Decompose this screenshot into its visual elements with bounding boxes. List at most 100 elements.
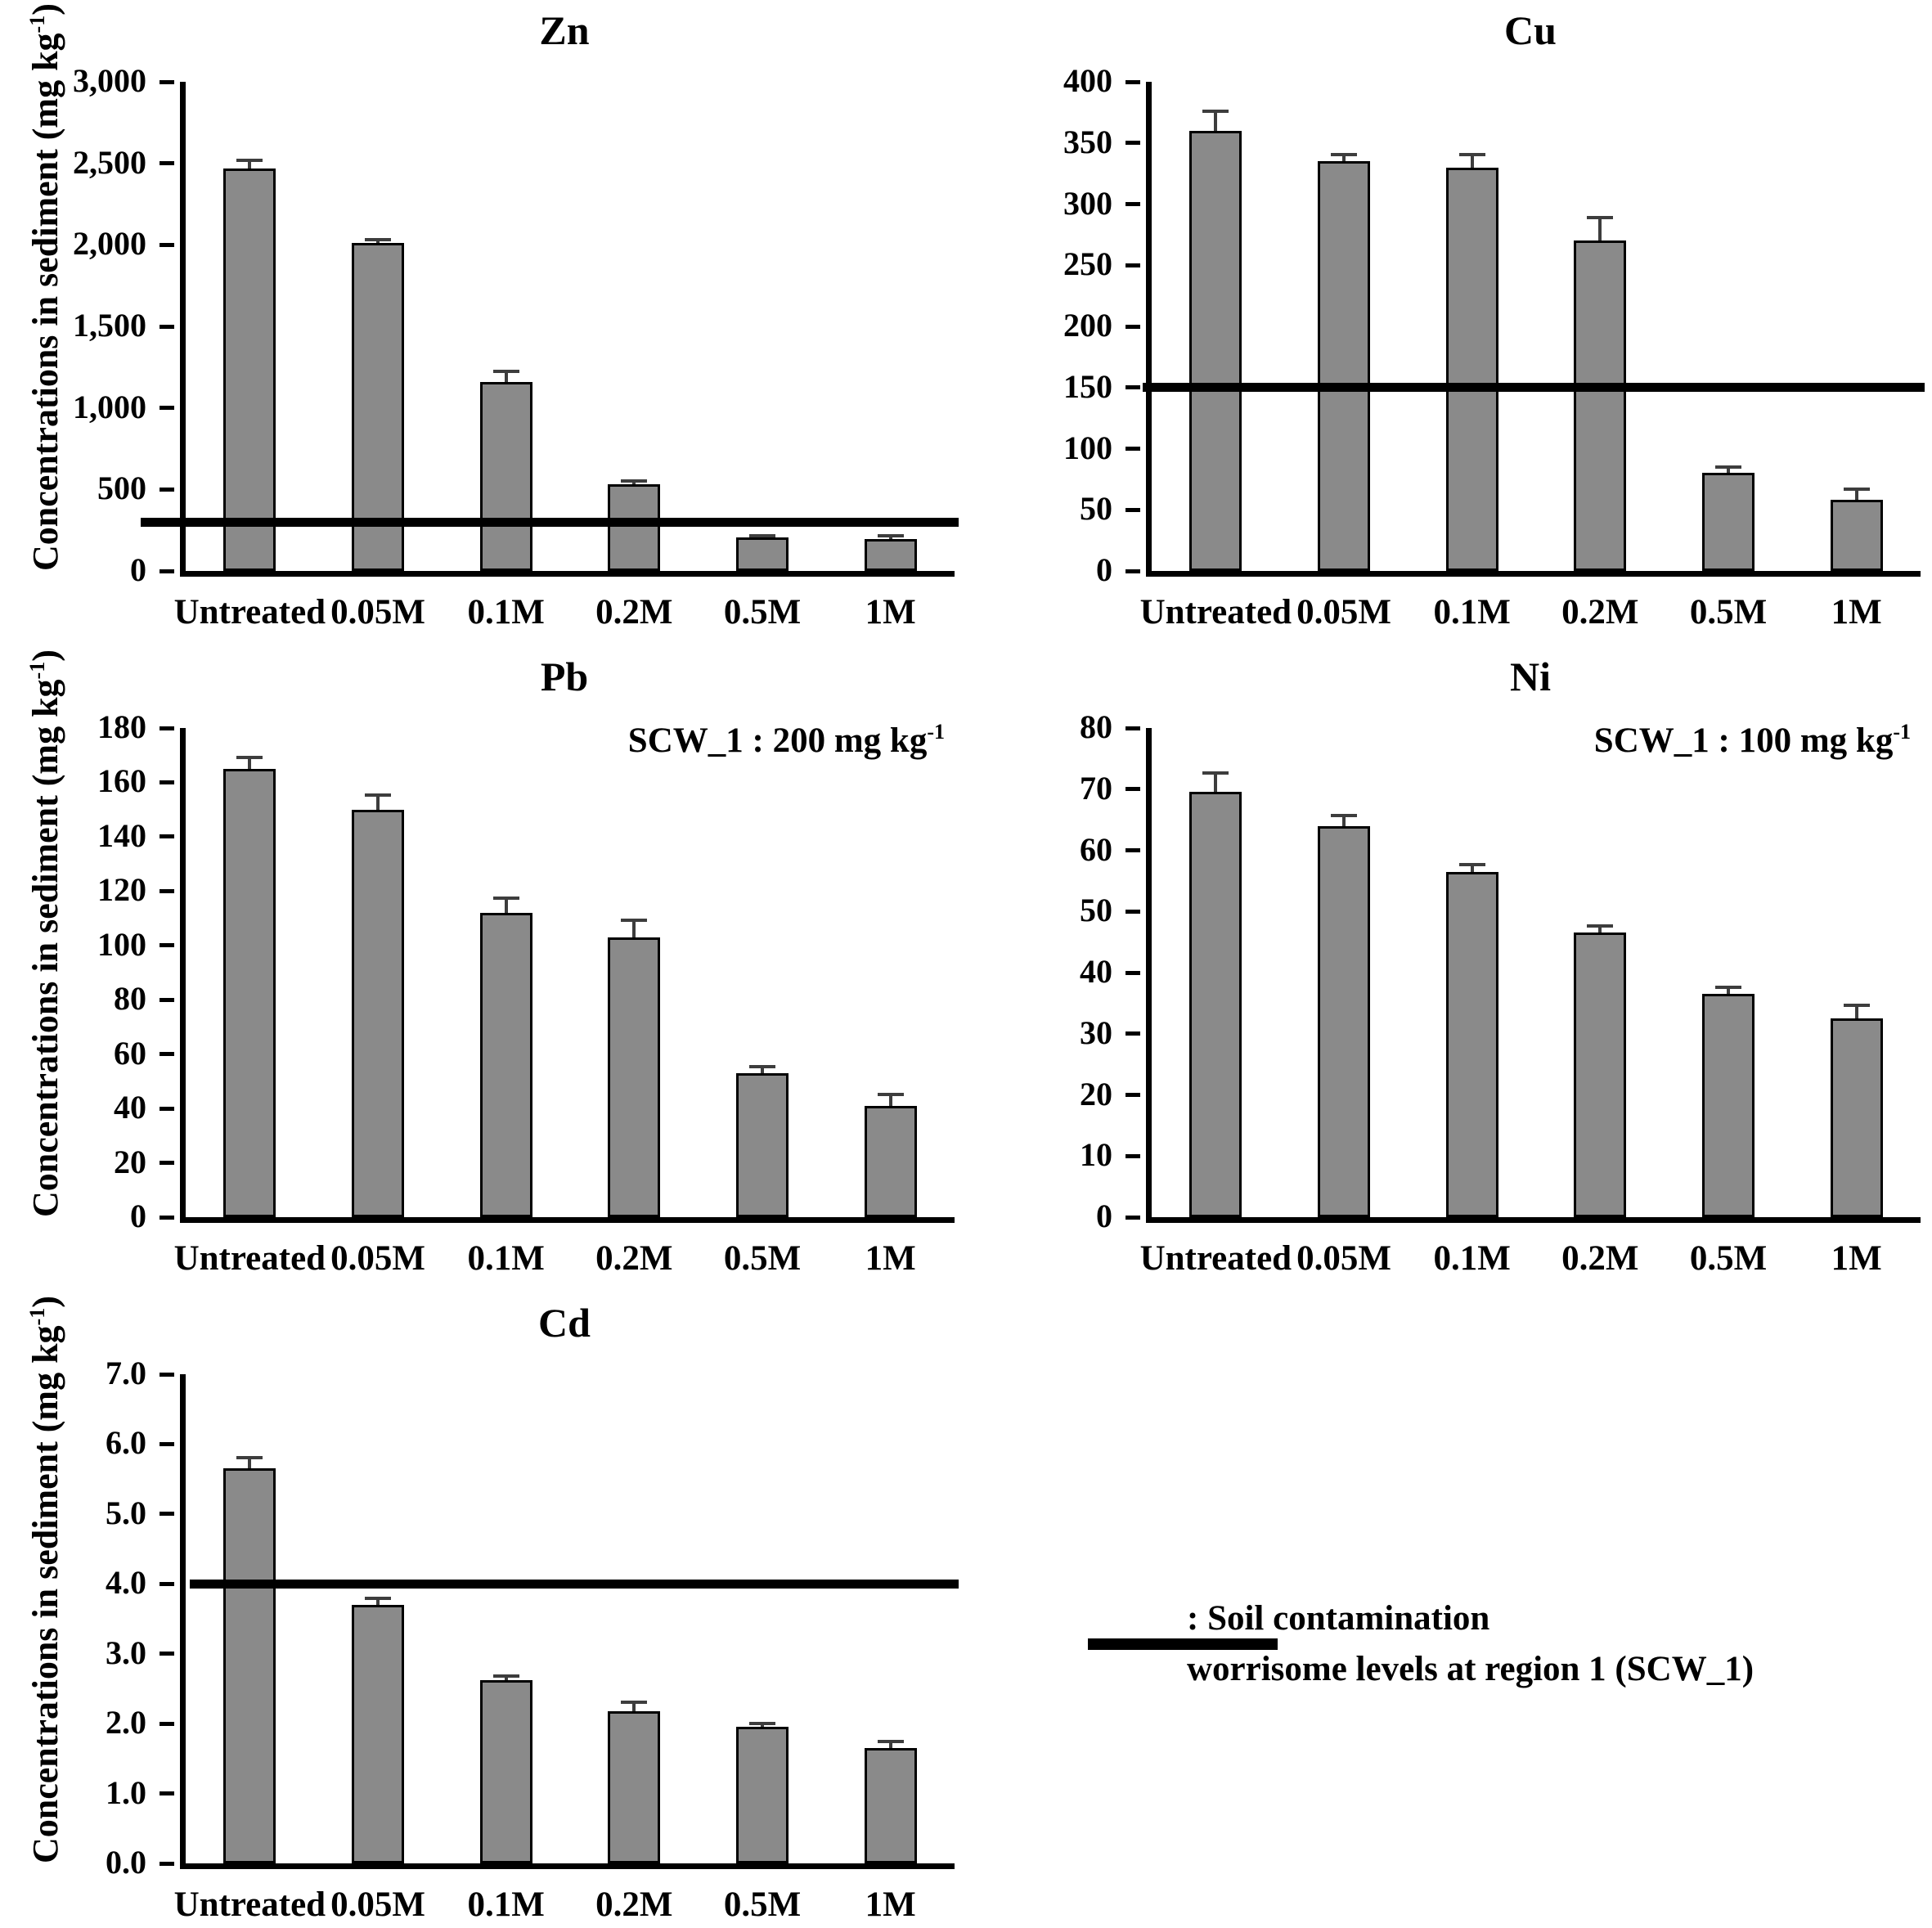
x-tick-label-0.05M: 0.05M [1296,593,1391,631]
bar-1M [1830,1018,1883,1217]
y-tick-label: 1.0 [106,1773,146,1811]
y-tick-label: 2,500 [73,143,146,181]
scw-annotation-text: SCW_1 : 200 mg kg [627,721,928,760]
bar-Untreated [1189,130,1242,571]
y-tick-mark [160,1215,174,1220]
error-bar-cap [236,1455,263,1459]
legend-line-1: : Soil contamination [1187,1599,1490,1638]
bar-Untreated [223,768,276,1217]
plot-area-pb: 0 20 40 60 80 100 120 140 160 180 Untreated 0.05M 0.… [97,709,955,1278]
error-bar-stem [1727,468,1730,474]
scw-annotation-superscript: -1 [927,720,945,744]
plot-area-cu: 0 50 100 150 200 250 300 350 400 Untreated 0.05M 0.… [1063,63,1925,631]
y-tick-mark [160,1161,174,1166]
error-bar-stem [504,1676,508,1681]
y-tick-label: 60 [114,1034,146,1072]
error-bar-stem [1854,1006,1858,1019]
x-tick-label-0.2M: 0.2M [595,1239,673,1278]
error-bar-cap [877,1740,904,1744]
y-tick-label: 0 [130,551,146,588]
y-tick-label: 0 [1096,1198,1112,1234]
x-tick-label-0.05M: 0.05M [1296,1239,1391,1278]
x-tick-label-0.1M: 0.1M [467,1239,545,1278]
y-tick-label: 160 [97,762,146,800]
x-tick-label-0.2M: 0.2M [1561,1239,1639,1278]
error-bar-cap [492,369,519,373]
y-tick-label: 500 [97,470,146,507]
legend-line-2: worrisome levels at region 1 (SCW_1) [1187,1650,1755,1688]
plot-area-ni: 0 10 20 30 40 50 60 70 80 Untreated 0.05M 0.1M 0.2M 0… [1080,709,1921,1278]
scw-threshold-line [141,517,959,527]
scw-annotation: SCW_1 : 100 mg kg-1 [1152,720,1911,761]
error-bar-cap [749,1721,775,1725]
y-axis-title-suffix: ) [25,649,65,662]
error-bar-cap [236,755,263,759]
bar-1M [864,1748,917,1863]
y-axis-title-suffix: ) [25,3,65,16]
error-bar-cap [1587,216,1614,220]
chart-pb: Pb 0 20 40 60 80 100 120 140 160 180 Untreated 0.05… [0,646,966,1292]
y-tick-mark [1126,1031,1140,1036]
error-bar-cap [1843,1004,1870,1008]
y-tick-label: 1,000 [73,388,146,425]
error-bar-stem [1214,774,1218,793]
y-tick-mark [160,997,174,1002]
x-tick-label-1M: 1M [1831,1239,1882,1278]
x-tick-label-Untreated: Untreated [173,1885,326,1924]
chart-title-zn: Zn [539,7,590,53]
error-bar-stem [248,757,252,769]
y-tick-label: 180 [97,708,146,745]
y-tick-label: 70 [1080,769,1112,807]
bar-0.05M [352,809,404,1217]
chart-title-ni: Ni [1510,654,1551,699]
y-tick-mark [1126,726,1140,730]
error-bar-cap [621,1700,648,1704]
error-bar-cap [749,533,775,537]
legend: : Soil contamination worrisome levels at… [966,1292,1932,1928]
bar-0.05M [1318,825,1370,1217]
y-tick-label: 0.0 [106,1844,146,1881]
x-tick-label-0.1M: 0.1M [467,1885,545,1924]
y-tick-mark [160,1791,174,1796]
y-tick-mark [1126,848,1140,852]
chart-cu: Cu 0 50 100 150 200 250 300 350 400 Untreated 0.05… [966,0,1932,646]
y-tick-mark [160,487,174,492]
y-tick-label: 20 [1080,1075,1112,1112]
error-bar-stem [761,1724,764,1728]
plot-area-zn: 0 500 1,000 1,500 2,000 2,500 3,000 Untreated 0.… [73,63,959,631]
y-axis-title-superscript: -1 [25,1307,49,1326]
scw-annotation-text: SCW_1 : 100 mg kg [1593,721,1894,760]
error-bar-stem [1342,155,1346,162]
y-tick-mark [160,726,174,730]
y-tick-mark [160,79,174,84]
y-tick-label: 40 [1080,953,1112,990]
y-tick-mark [1126,569,1140,573]
y-tick-mark [160,1372,174,1377]
legend-text: : Soil contamination worrisome levels at… [1187,1593,1754,1695]
y-tick-label: 80 [114,980,146,1018]
x-tick-label-1M: 1M [1831,593,1882,631]
bar-0.1M [1445,167,1498,571]
bar-0.2M [1574,240,1627,571]
y-tick-label: 250 [1063,245,1112,283]
y-tick-mark [160,834,174,839]
y-tick-label: 2.0 [106,1704,146,1741]
x-tick-label-0.5M: 0.5M [723,1239,802,1278]
y-tick-mark [1126,909,1140,914]
y-tick-mark [160,1106,174,1111]
y-tick-label: 3,000 [73,62,146,99]
error-bar-stem [248,1458,252,1469]
x-tick-label-0.2M: 0.2M [1561,593,1639,631]
error-bar-stem [1470,155,1474,168]
x-tick-label-0.05M: 0.05M [330,1885,425,1924]
error-bar-stem [1470,865,1474,872]
y-tick-label: 0 [130,1198,146,1234]
y-tick-mark [1126,970,1140,975]
error-bar-cap [492,1674,519,1678]
bar-0.2M [608,1710,661,1863]
bar-0.5M [1702,994,1755,1217]
bar-0.05M [352,243,404,571]
y-tick-mark [1126,141,1140,146]
y-tick-label: 300 [1063,184,1112,222]
